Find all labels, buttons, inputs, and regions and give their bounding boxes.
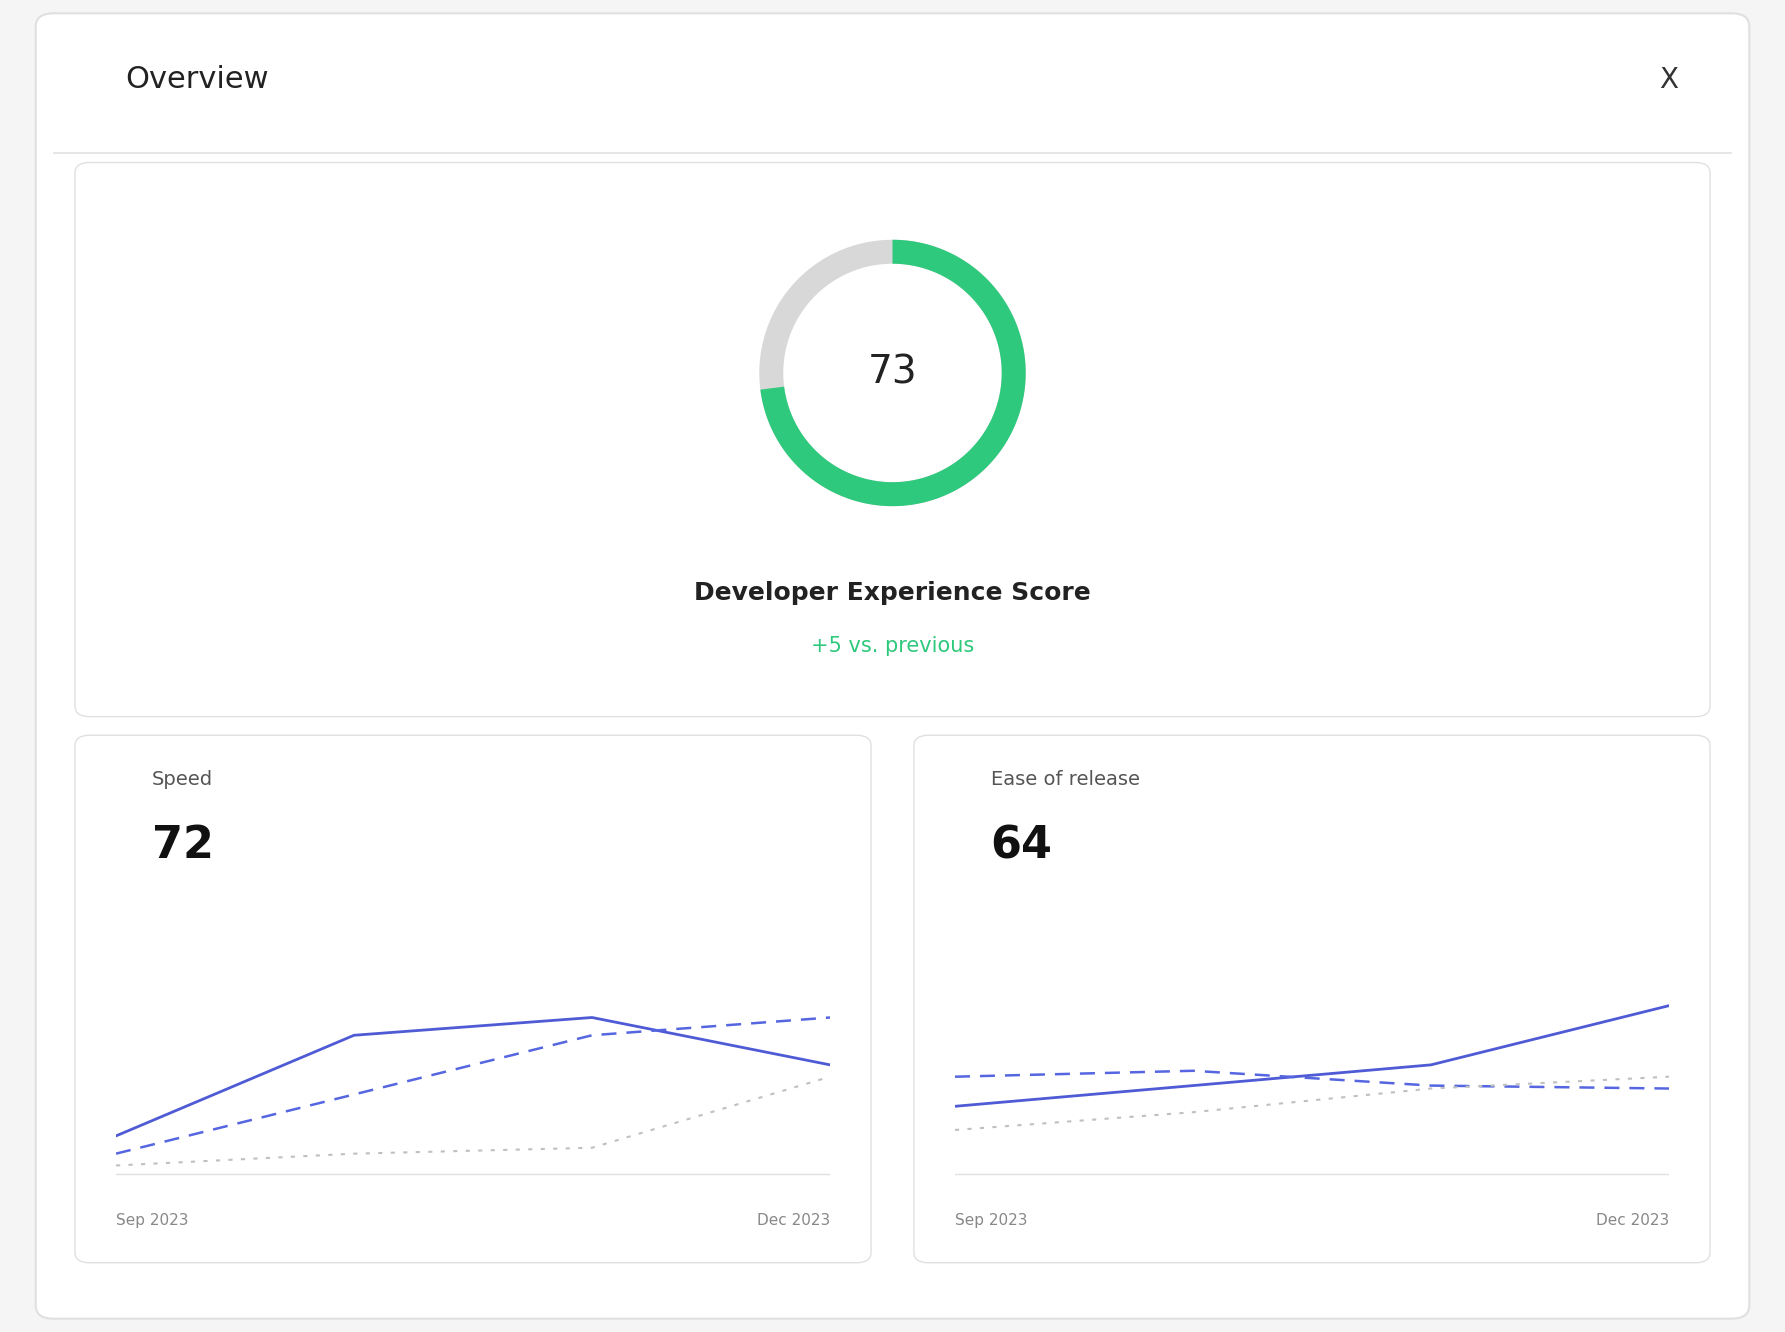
Text: Ease of release: Ease of release xyxy=(991,770,1139,789)
Text: 64: 64 xyxy=(991,825,1053,867)
Text: Developer Experience Score: Developer Experience Score xyxy=(694,581,1091,605)
Text: Dec 2023: Dec 2023 xyxy=(1596,1213,1669,1228)
Text: Overview: Overview xyxy=(125,65,268,95)
FancyBboxPatch shape xyxy=(75,735,871,1263)
Polygon shape xyxy=(759,240,1026,506)
Text: Dec 2023: Dec 2023 xyxy=(757,1213,830,1228)
Text: X: X xyxy=(1660,65,1678,95)
Polygon shape xyxy=(760,240,1026,506)
FancyBboxPatch shape xyxy=(36,13,1749,1319)
Text: 72: 72 xyxy=(152,825,214,867)
Text: Sep 2023: Sep 2023 xyxy=(116,1213,189,1228)
Text: Speed: Speed xyxy=(152,770,212,789)
Text: 73: 73 xyxy=(868,354,917,392)
Text: +5 vs. previous: +5 vs. previous xyxy=(810,635,975,657)
Text: Sep 2023: Sep 2023 xyxy=(955,1213,1028,1228)
FancyBboxPatch shape xyxy=(914,735,1710,1263)
FancyBboxPatch shape xyxy=(75,163,1710,717)
